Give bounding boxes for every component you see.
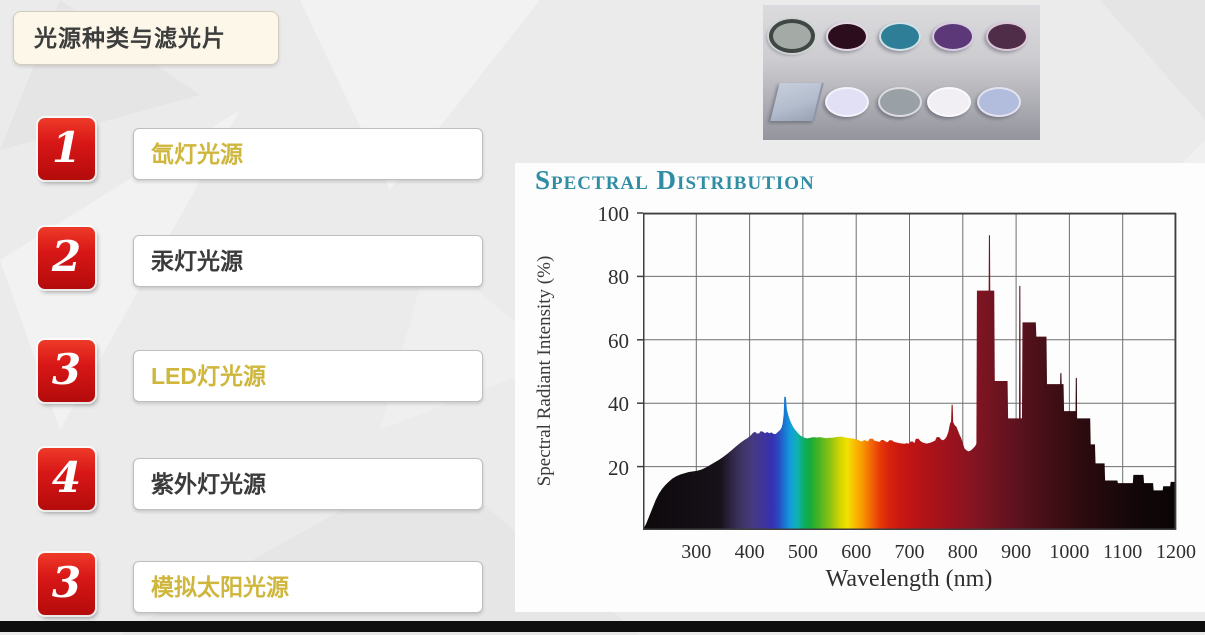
filters-photo	[763, 5, 1040, 140]
item-number: 2	[51, 232, 82, 281]
x-tick-label: 1000	[1049, 541, 1090, 563]
item-number: 3	[51, 345, 82, 394]
item-number-badge: 1	[38, 118, 95, 180]
item-number-badge: 2	[38, 227, 95, 289]
purple-filter	[932, 21, 974, 51]
item-label: LED灯光源	[151, 363, 266, 389]
spectrum-area	[643, 235, 1176, 530]
item-label: 模拟太阳光源	[151, 574, 289, 600]
page-title: 光源种类与滤光片	[13, 11, 279, 65]
bottom-bar	[0, 621, 1205, 632]
item-label-box: 紫外灯光源	[133, 458, 483, 510]
item-label-box: LED灯光源	[133, 350, 483, 402]
plum-filter	[986, 21, 1028, 51]
y-tick-label: 100	[597, 202, 630, 226]
item-number-badge: 4	[38, 448, 95, 510]
item-label: 紫外灯光源	[151, 471, 266, 497]
x-tick-label: 1200	[1156, 541, 1196, 563]
y-tick-label: 60	[608, 328, 629, 353]
page-title-text: 光源种类与滤光片	[34, 25, 226, 51]
spectral-plot	[637, 212, 1177, 530]
gray-filter	[878, 87, 922, 117]
x-tick-label: 800	[947, 541, 978, 563]
x-tick-label: 300	[681, 541, 712, 563]
item-number-badge: 3	[38, 340, 95, 402]
y-tick-label: 40	[608, 392, 629, 417]
item-label: 氙灯光源	[151, 141, 243, 167]
item-number: 1	[51, 123, 82, 172]
x-tick-label: 1100	[1103, 541, 1143, 563]
y-tick-label: 20	[608, 455, 629, 480]
item-label-box: 汞灯光源	[133, 235, 483, 287]
square-plate-filter	[770, 83, 824, 121]
x-tick-label: 500	[787, 541, 818, 563]
x-tick-label: 900	[1001, 541, 1032, 563]
item-number: 4	[51, 453, 82, 502]
dark-maroon-filter	[826, 21, 868, 51]
teal-filter	[879, 21, 921, 51]
white-filter	[927, 87, 971, 117]
pale-lavender-filter	[825, 87, 869, 117]
item-number-badge: 3	[38, 553, 95, 615]
item-label: 汞灯光源	[151, 248, 243, 274]
x-tick-label: 700	[894, 541, 925, 563]
chart-title: Spectral Distribution	[535, 165, 815, 195]
x-tick-label: 400	[734, 541, 765, 563]
item-number: 3	[51, 558, 82, 607]
item-label-box: 模拟太阳光源	[133, 561, 483, 613]
x-tick-label: 600	[841, 541, 872, 563]
periwinkle-filter	[977, 87, 1021, 117]
x-axis-label: Wavelength (nm)	[825, 566, 993, 592]
y-tick-label: 80	[608, 265, 629, 290]
gray-nd-filter	[769, 19, 815, 53]
item-label-box: 氙灯光源	[133, 128, 483, 180]
spectral-chart-panel: Spectral Distribution Spectral Radiant I…	[515, 163, 1205, 612]
